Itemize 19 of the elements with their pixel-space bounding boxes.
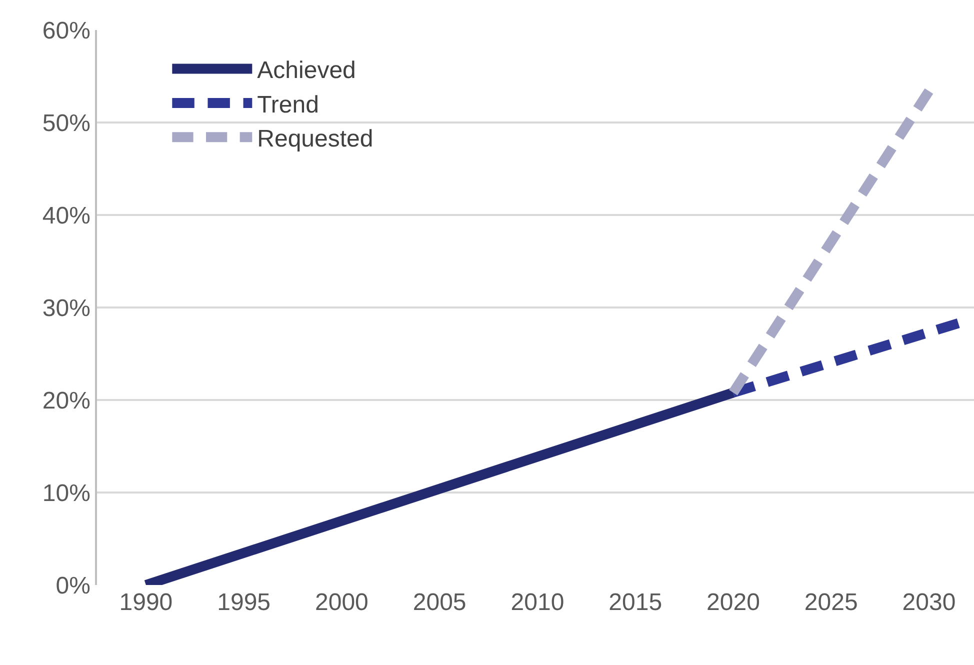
legend-label: Requested bbox=[257, 126, 374, 153]
y-tick-label: 40% bbox=[42, 202, 90, 230]
x-tick-label: 2025 bbox=[804, 589, 858, 616]
legend-label: Achieved bbox=[257, 57, 356, 84]
x-tick-label: 2030 bbox=[902, 589, 956, 616]
x-tick-label: 1990 bbox=[119, 589, 173, 616]
x-tick-label: 2005 bbox=[412, 589, 466, 616]
y-tick-label: 10% bbox=[42, 480, 90, 507]
x-tick-label: 2020 bbox=[706, 589, 760, 616]
y-tick-label: 20% bbox=[42, 387, 90, 414]
y-tick-label: 30% bbox=[42, 294, 90, 322]
y-tick-label: 50% bbox=[42, 110, 90, 137]
y-tick-label: 0% bbox=[56, 572, 90, 600]
x-tick-label: 1995 bbox=[217, 589, 271, 616]
x-tick-label: 2015 bbox=[608, 589, 662, 616]
x-tick-label: 2000 bbox=[315, 589, 368, 616]
legend-label: Trend bbox=[257, 91, 319, 118]
y-tick-label: 60% bbox=[42, 17, 90, 44]
x-tick-label: 2010 bbox=[510, 589, 564, 616]
